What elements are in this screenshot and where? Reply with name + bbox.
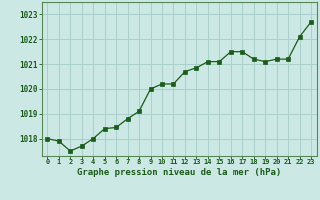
X-axis label: Graphe pression niveau de la mer (hPa): Graphe pression niveau de la mer (hPa) [77, 168, 281, 177]
